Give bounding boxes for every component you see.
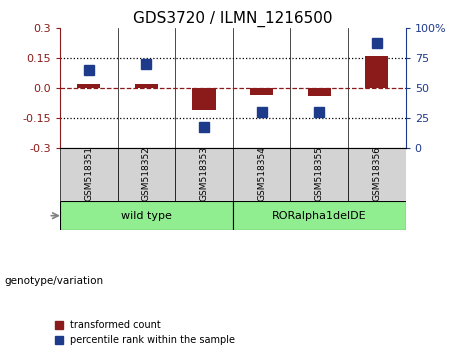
Bar (60, 201, 233, 230)
Bar (60, 148, 118, 201)
Bar (250, 88, 273, 95)
Text: GSM518354: GSM518354 (257, 146, 266, 201)
Bar (233, 148, 290, 201)
Bar (308, 88, 331, 96)
Bar (135, 84, 158, 88)
Text: GSM518353: GSM518353 (200, 146, 208, 201)
Bar (77, 84, 100, 88)
Bar (290, 148, 348, 201)
Bar (348, 148, 406, 201)
Bar (193, 88, 216, 110)
Text: GSM518352: GSM518352 (142, 146, 151, 201)
Text: GSM518351: GSM518351 (84, 146, 93, 201)
Text: GSM518356: GSM518356 (372, 146, 381, 201)
Bar (118, 148, 175, 201)
Text: RORalpha1delDE: RORalpha1delDE (272, 211, 366, 221)
Bar (233, 201, 406, 230)
Text: GSM518355: GSM518355 (315, 146, 324, 201)
Title: GDS3720 / ILMN_1216500: GDS3720 / ILMN_1216500 (133, 11, 332, 27)
Text: wild type: wild type (121, 211, 172, 221)
Bar (365, 56, 388, 88)
Bar (175, 148, 233, 201)
Text: genotype/variation: genotype/variation (5, 276, 104, 286)
Legend: transformed count, percentile rank within the sample: transformed count, percentile rank withi… (51, 316, 239, 349)
